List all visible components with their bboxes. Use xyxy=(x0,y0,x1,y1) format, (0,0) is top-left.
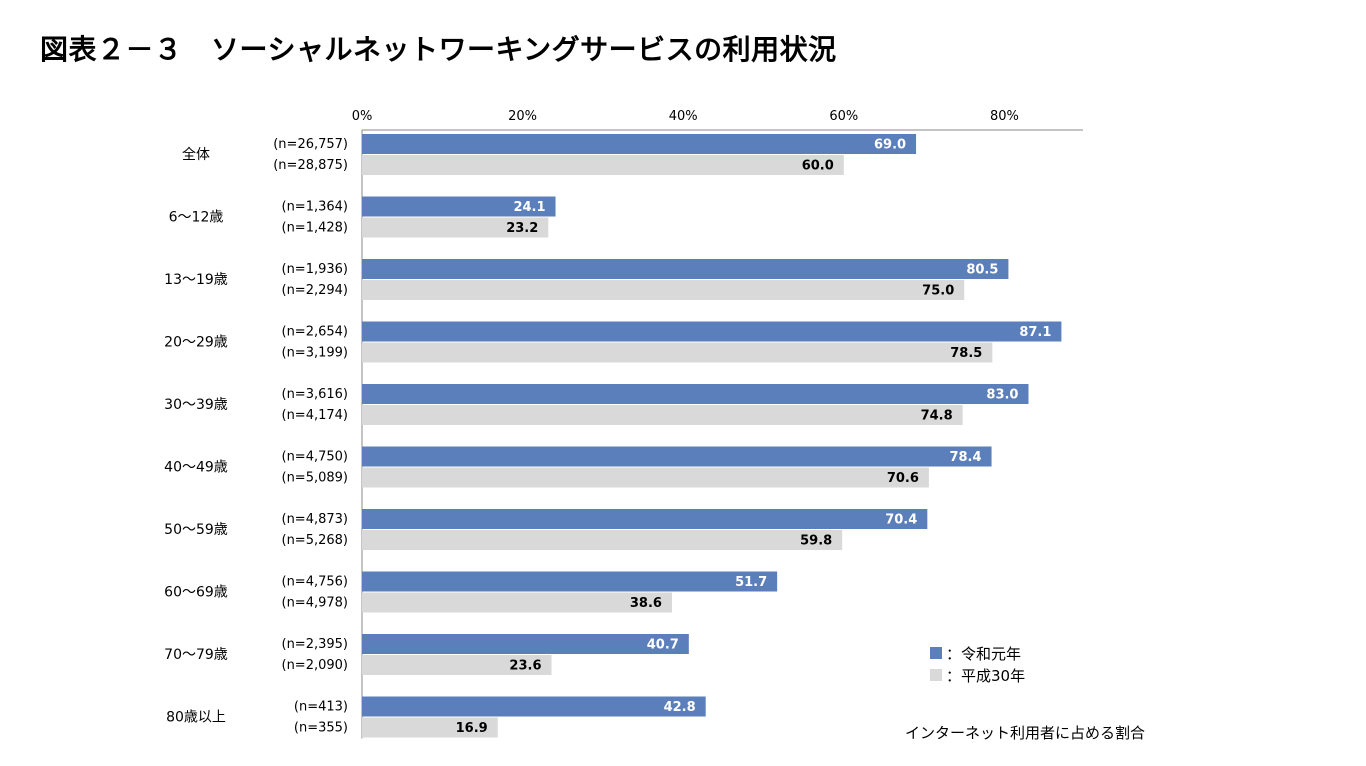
bar-reiwa xyxy=(362,134,917,154)
data-label: 70.6 xyxy=(887,471,919,486)
bar-reiwa xyxy=(362,696,706,717)
x-tick-label: 40% xyxy=(669,109,698,124)
data-label: 60.0 xyxy=(802,159,834,174)
category-label: 全体 xyxy=(182,146,210,163)
sample-size-label: (n=4,873) xyxy=(282,512,349,527)
sample-size-label: (n=26,757) xyxy=(273,137,348,152)
sample-size-label: (n=5,089) xyxy=(282,471,349,486)
category-label: 40～49歳 xyxy=(164,460,228,476)
data-label: 75.0 xyxy=(922,284,954,299)
data-label: 40.7 xyxy=(647,638,679,653)
legend-item-reiwa: ：令和元年 xyxy=(930,642,1025,664)
legend: ：令和元年 ：平成30年 xyxy=(930,642,1025,686)
data-label: 51.7 xyxy=(735,575,767,590)
bar-heisei xyxy=(362,405,963,425)
x-tick-label: 80% xyxy=(990,109,1019,124)
category-label: 6～12歳 xyxy=(169,210,224,226)
category-label: 70～79歳 xyxy=(164,647,228,663)
bar-heisei xyxy=(362,280,965,300)
chart-note: インターネット利用者に占める割合 xyxy=(905,724,1146,742)
data-label: 23.6 xyxy=(509,659,541,674)
bar-reiwa xyxy=(362,446,992,467)
bar-heisei xyxy=(362,155,844,175)
bar-heisei xyxy=(362,655,552,675)
chart-title: 図表２－３ ソーシャルネットワーキングサービスの利用状況 xyxy=(40,33,837,66)
sample-size-label: (n=413) xyxy=(294,700,348,715)
x-tick-label: 20% xyxy=(508,109,537,124)
bar-reiwa xyxy=(362,509,928,529)
bar-heisei xyxy=(362,530,843,550)
legend-swatch-heisei xyxy=(930,669,942,681)
data-label: 78.4 xyxy=(949,450,981,465)
bar-reiwa xyxy=(362,384,1029,404)
bar-heisei xyxy=(362,342,993,363)
sample-size-label: (n=1,364) xyxy=(282,200,349,215)
sample-size-label: (n=2,294) xyxy=(282,283,349,298)
category-label: 20～29歳 xyxy=(164,335,228,351)
data-label: 59.8 xyxy=(800,534,832,549)
data-label: 78.5 xyxy=(950,346,982,361)
data-label: 80.5 xyxy=(966,263,998,278)
sample-size-label: (n=4,174) xyxy=(282,408,349,423)
sample-size-label: (n=2,090) xyxy=(282,658,349,673)
category-label: 80歳以上 xyxy=(166,710,226,726)
bar-heisei xyxy=(362,467,929,488)
bar-heisei xyxy=(362,217,549,238)
data-label: 70.4 xyxy=(885,513,917,528)
sample-size-label: (n=1,428) xyxy=(282,221,349,236)
x-tick-label: 0% xyxy=(352,109,373,124)
x-tick-label: 60% xyxy=(829,109,858,124)
sample-size-label: (n=2,654) xyxy=(282,325,349,340)
category-label: 13～19歳 xyxy=(164,272,228,288)
legend-label-reiwa: ：令和元年 xyxy=(946,644,1022,663)
category-label: 50～59歳 xyxy=(164,522,228,538)
legend-swatch-reiwa xyxy=(930,647,942,659)
sample-size-label: (n=1,936) xyxy=(282,262,349,277)
sample-size-label: (n=2,395) xyxy=(282,637,349,652)
sample-size-label: (n=28,875) xyxy=(273,158,348,173)
data-label: 38.6 xyxy=(630,596,662,611)
data-label: 87.1 xyxy=(1019,325,1051,340)
sample-size-label: (n=3,199) xyxy=(282,346,349,361)
data-label: 83.0 xyxy=(986,388,1018,403)
category-label: 60～69歳 xyxy=(164,585,228,601)
sample-size-label: (n=355) xyxy=(294,721,348,736)
legend-item-heisei: ：平成30年 xyxy=(930,664,1025,686)
category-label: 30～39歳 xyxy=(164,397,228,413)
data-label: 69.0 xyxy=(874,138,906,153)
sample-size-label: (n=4,978) xyxy=(282,596,349,611)
sample-size-label: (n=5,268) xyxy=(282,533,349,548)
bar-reiwa xyxy=(362,571,778,592)
data-label: 23.2 xyxy=(506,221,538,236)
bar-reiwa xyxy=(362,196,556,217)
legend-label-heisei: ：平成30年 xyxy=(946,666,1026,685)
data-label: 24.1 xyxy=(513,200,545,215)
sample-size-label: (n=3,616) xyxy=(282,387,349,402)
data-label: 74.8 xyxy=(921,409,953,424)
data-label: 16.9 xyxy=(456,721,488,736)
bar-reiwa xyxy=(362,321,1062,342)
bar-heisei xyxy=(362,717,498,738)
data-label: 42.8 xyxy=(664,700,696,715)
bar-heisei xyxy=(362,592,672,613)
sample-size-label: (n=4,750) xyxy=(282,450,349,465)
bar-reiwa xyxy=(362,259,1009,279)
sample-size-label: (n=4,756) xyxy=(282,575,349,590)
bar-reiwa xyxy=(362,634,689,654)
